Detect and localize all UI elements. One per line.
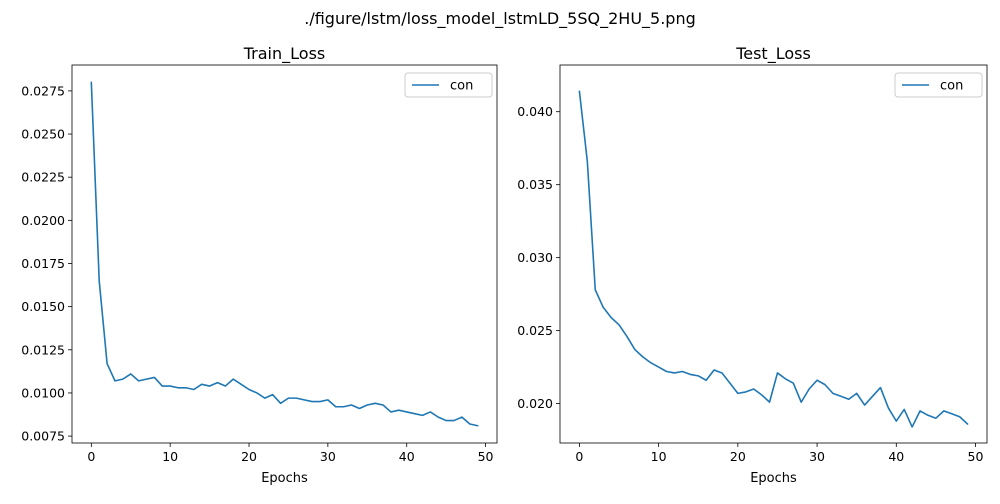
test-loss-y-tick-label: 0.020 — [517, 396, 553, 411]
train-loss-legend — [404, 72, 493, 98]
test-loss-x-tick-label: 40 — [888, 449, 904, 464]
train-loss-x-tick-label: 40 — [399, 449, 415, 464]
train-loss-y-tick-label: 0.0250 — [21, 127, 65, 142]
test-loss-y-tick-label: 0.025 — [517, 323, 553, 338]
train-loss-y-tick-label: 0.0200 — [21, 213, 65, 228]
train-loss-title: Train_Loss — [243, 44, 325, 64]
train-loss-y-tick-label: 0.0075 — [21, 429, 65, 444]
train-loss-y-tick-label: 0.0125 — [21, 342, 65, 357]
test-loss-x-tick-label: 50 — [968, 449, 984, 464]
train-loss-series-line — [90, 81, 479, 427]
test-loss-x-tick-label: 10 — [651, 449, 667, 464]
test-loss-panel: Test_Loss 0 10 20 30 40 50 0.020 0.025 0.030 0.035… — [517, 44, 988, 486]
train-loss-plot-frame — [71, 64, 498, 444]
train-loss-y-tick-label: 0.0275 — [21, 83, 65, 98]
test-loss-legend — [894, 72, 983, 98]
train-loss-x-tick-label: 20 — [241, 449, 257, 464]
train-loss-y-tick-label: 0.0100 — [21, 385, 65, 400]
test-loss-y-tick-label: 0.040 — [517, 104, 553, 119]
test-loss-x-tick-label: 0 — [575, 449, 583, 464]
train-loss-x-tick-label: 50 — [478, 449, 494, 464]
test-loss-plot-frame — [559, 64, 988, 444]
test-loss-x-tick-label: 20 — [730, 449, 746, 464]
train-loss-x-tick-label: 10 — [162, 449, 178, 464]
train-loss-panel: Train_Loss 0 10 20 30 40 50 0.0075 0.0100 0.0125 0… — [21, 44, 498, 486]
train-loss-y-tick-label: 0.0150 — [21, 299, 65, 314]
test-loss-title: Test_Loss — [735, 44, 811, 64]
train-loss-x-axis-label: Epochs — [261, 471, 308, 486]
train-loss-y-tick-label: 0.0225 — [21, 170, 65, 185]
test-loss-x-axis-label: Epochs — [750, 471, 797, 486]
test-loss-y-tick-label: 0.030 — [517, 250, 553, 265]
train-loss-legend-label: con — [450, 79, 473, 94]
train-loss-y-tick-label: 0.0175 — [21, 256, 65, 271]
test-loss-series-line — [578, 90, 969, 428]
test-loss-x-tick-label: 30 — [809, 449, 825, 464]
test-loss-y-tick-label: 0.035 — [517, 177, 553, 192]
figure-suptitle: ./figure/lstm/loss_model_lstmLD_5SQ_2HU_… — [304, 9, 696, 29]
train-loss-x-tick-label: 0 — [87, 449, 95, 464]
test-loss-legend-label: con — [940, 79, 963, 94]
train-loss-x-tick-label: 30 — [320, 449, 336, 464]
